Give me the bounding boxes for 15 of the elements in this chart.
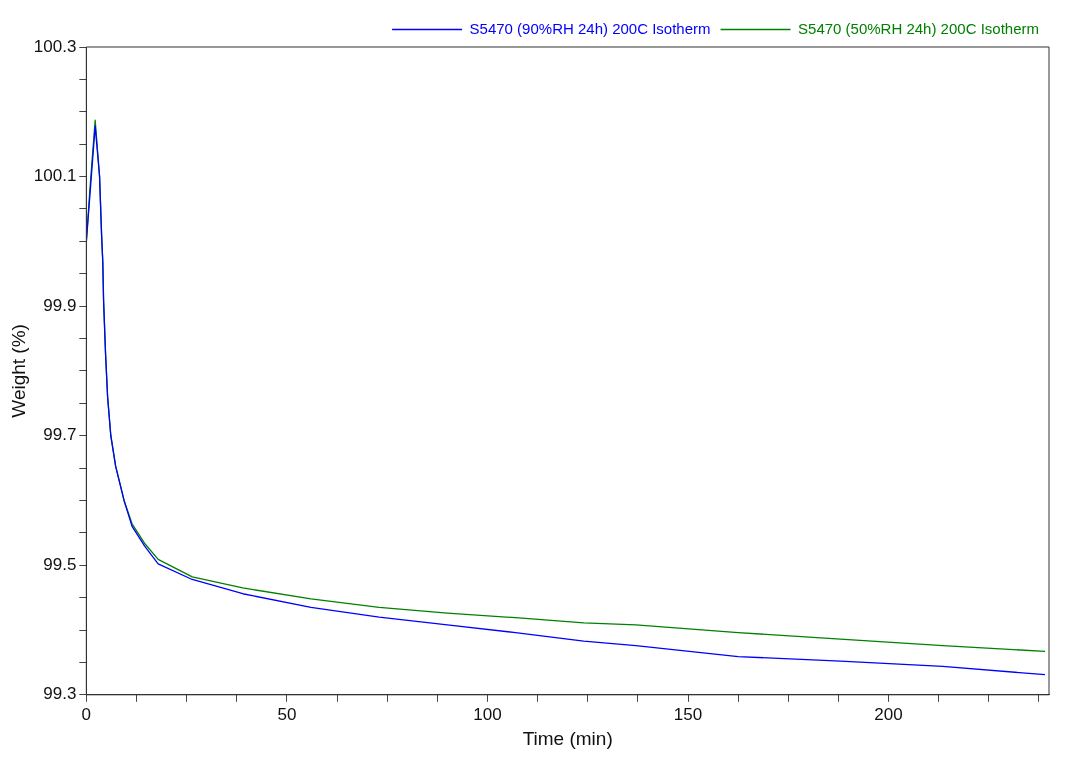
y-tick-label: 99.9 [43, 295, 77, 315]
y-tick-label: 99.7 [43, 425, 77, 445]
y-tick-label: 100.1 [33, 166, 77, 186]
y-tick-label: 99.5 [43, 554, 77, 574]
y-tick-label: 99.3 [43, 684, 77, 704]
y-axis-title: Weight (%) [7, 324, 29, 418]
x-tick-label: 150 [673, 704, 703, 724]
y-tick-label: 100.3 [33, 36, 77, 56]
x-tick-label: 200 [874, 704, 903, 724]
x-tick-label: 0 [81, 704, 92, 724]
x-tick-label: 100 [473, 704, 502, 724]
legend-label: S5470 (90%RH 24h) 200C Isotherm [469, 19, 711, 37]
legend-label: S5470 (50%RH 24h) 200C Isotherm [798, 19, 1040, 37]
x-tick-label: 50 [277, 704, 297, 724]
x-axis-title: Time (min) [522, 727, 613, 749]
